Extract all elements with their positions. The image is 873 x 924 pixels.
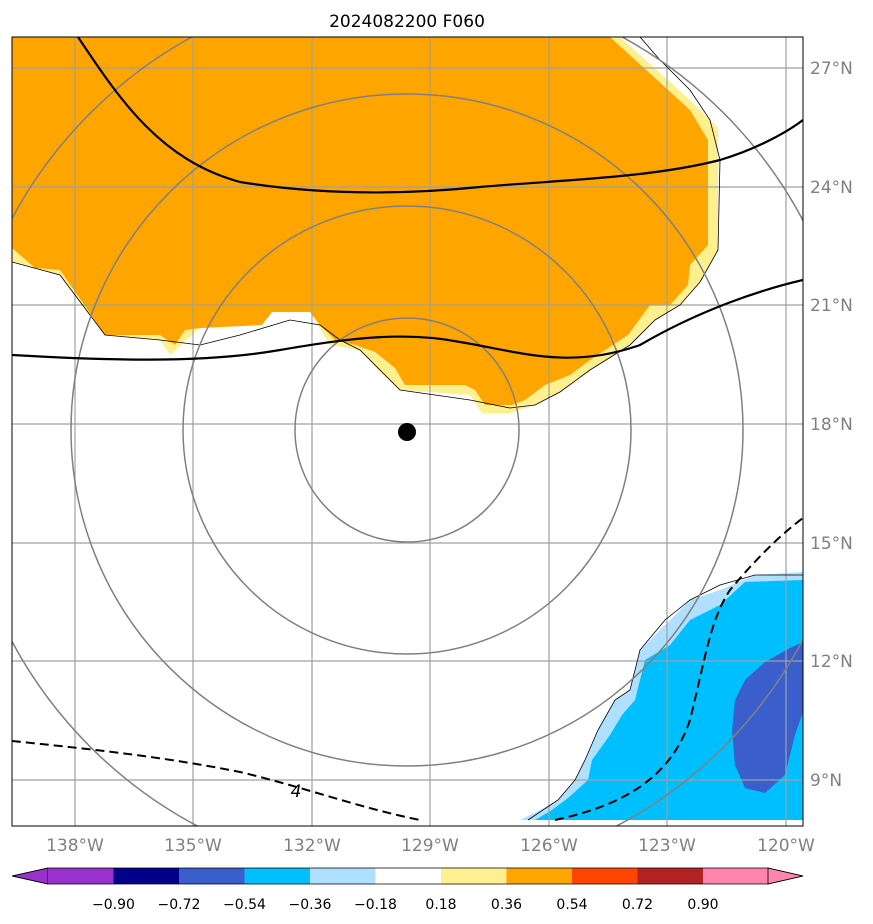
colorbar-extend-max: [767, 867, 804, 885]
dashed-contour-southwest: [12, 740, 421, 821]
solid-contour-north: [77, 37, 803, 194]
strong-negative-region: [732, 642, 803, 793]
lon-label: 129°W: [401, 836, 459, 856]
lon-label: 126°W: [520, 836, 578, 856]
lat-labels: 27°N 24°N 21°N 18°N 15°N 12°N 9°N: [810, 59, 853, 791]
lat-label: 9°N: [810, 771, 842, 791]
colorbar-swatch: [637, 868, 703, 884]
lat-label: 18°N: [810, 415, 853, 435]
lon-label: 138°W: [46, 836, 104, 856]
colorbar: −0.90 −0.72 −0.54 −0.36 −0.18 0.18 0.36 …: [11, 867, 804, 913]
lon-label: 120°W: [757, 836, 815, 856]
storm-center-marker: [398, 423, 416, 441]
colorbar-extend-min: [11, 867, 49, 885]
map-area: 4: [12, 37, 803, 826]
colorbar-swatch: [179, 868, 245, 884]
colorbar-tick-label: 0.72: [622, 897, 653, 913]
colorbar-outline: [11, 867, 804, 885]
graticule: [12, 37, 803, 826]
colorbar-tick-label: −0.36: [289, 897, 332, 913]
lat-label: 15°N: [810, 534, 853, 554]
positive-region: [12, 37, 708, 405]
colorbar-swatch: [375, 868, 441, 884]
colorbar-tick-label: 0.36: [491, 897, 522, 913]
colorbar-swatch: [48, 868, 114, 884]
negative-outline: [527, 574, 803, 821]
lon-label: 132°W: [283, 836, 341, 856]
colorbar-swatch: [441, 868, 507, 884]
colorbar-swatch: [572, 868, 638, 884]
colorbar-tick-label: −0.54: [223, 897, 266, 913]
lat-label: 12°N: [810, 652, 853, 672]
lat-label: 27°N: [810, 59, 853, 79]
map-title: 2024082200 F060: [329, 12, 485, 32]
colorbar-swatch: [506, 868, 572, 884]
lon-label: 123°W: [638, 836, 696, 856]
lon-labels: 138°W 135°W 132°W 129°W 126°W 123°W 120°…: [46, 836, 815, 856]
colorbar-tick-label: 0.54: [556, 897, 587, 913]
lat-label: 21°N: [810, 296, 853, 316]
colorbar-swatch: [244, 868, 310, 884]
contour-label: 4: [291, 782, 302, 802]
colorbar-tick-label: −0.18: [354, 897, 397, 913]
colorbar-swatch: [703, 868, 768, 884]
map-frame: [11, 36, 804, 827]
colorbar-swatch: [113, 868, 179, 884]
range-rings: [12, 37, 803, 826]
colorbar-swatch: [310, 868, 376, 884]
solid-contour-south: [12, 278, 803, 361]
lat-label: 24°N: [810, 178, 853, 198]
positive-outline: [12, 37, 721, 409]
colorbar-tick-label: −0.72: [158, 897, 201, 913]
colorbar-tick-label: −0.90: [92, 897, 135, 913]
colorbar-tick-label: 0.18: [425, 897, 456, 913]
lon-label: 135°W: [164, 836, 222, 856]
colorbar-tick-label: 0.90: [687, 897, 718, 913]
